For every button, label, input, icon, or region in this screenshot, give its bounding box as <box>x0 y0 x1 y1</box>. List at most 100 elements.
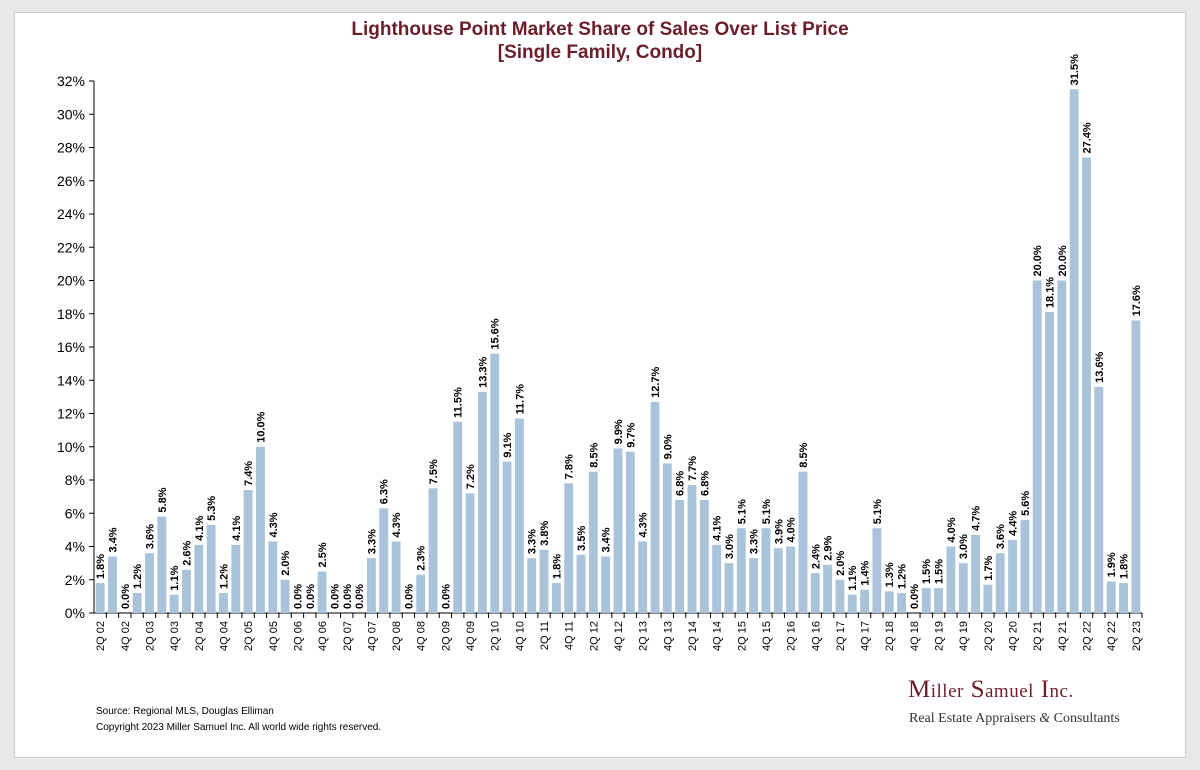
data-label: 1.8% <box>1119 554 1131 579</box>
bar <box>946 546 956 613</box>
bar <box>256 446 265 613</box>
bar <box>835 579 845 613</box>
data-label: 3.4% <box>107 527 119 552</box>
data-label: 0.0% <box>329 584 341 609</box>
data-label: 3.9% <box>773 519 785 544</box>
data-label: 7.8% <box>564 454 576 479</box>
x-tick-label: 2Q 10 <box>490 621 502 651</box>
bar <box>453 421 463 613</box>
y-tick-label: 30% <box>57 106 85 122</box>
y-tick-label: 14% <box>57 372 85 388</box>
bar <box>1082 157 1091 613</box>
data-label: 9.0% <box>662 434 674 459</box>
x-tick-label: 2Q 21 <box>1032 621 1044 651</box>
x-tick-label: 2Q 11 <box>539 621 551 650</box>
data-label: 0.0% <box>403 584 415 609</box>
data-label: 1.8% <box>551 554 563 579</box>
data-label: 5.8% <box>157 487 169 512</box>
logo-text-iller: iller <box>930 681 964 702</box>
bar <box>638 541 648 613</box>
data-label: 2.5% <box>317 542 329 567</box>
bar <box>921 588 931 613</box>
data-label: 1.1% <box>847 565 859 590</box>
data-label: 6.8% <box>699 471 711 496</box>
data-label: 4.4% <box>1008 511 1020 536</box>
bar <box>736 528 746 613</box>
data-label: 3.4% <box>601 527 613 552</box>
x-tick-label: 2Q 02 <box>95 621 107 651</box>
y-tick-label: 22% <box>57 239 85 255</box>
bar <box>477 391 487 613</box>
data-label: 9.7% <box>625 422 637 447</box>
data-label: 4.1% <box>194 516 206 541</box>
data-label: 6.8% <box>675 471 687 496</box>
bar <box>1131 320 1141 613</box>
data-label: 0.0% <box>292 584 304 609</box>
bar <box>243 489 253 613</box>
data-label: 17.6% <box>1131 285 1143 316</box>
bar <box>231 544 241 613</box>
data-label: 4.1% <box>231 516 243 541</box>
data-label: 1.2% <box>897 564 909 589</box>
data-label: 1.3% <box>884 562 896 587</box>
bar <box>145 553 154 613</box>
data-label: 2.6% <box>181 540 193 565</box>
x-tick-label: 2Q 22 <box>1082 621 1094 651</box>
y-tick-label: 16% <box>57 339 85 355</box>
data-label: 1.8% <box>95 554 107 579</box>
data-label: 1.7% <box>983 555 995 580</box>
bar <box>847 594 857 613</box>
bar <box>1045 312 1054 613</box>
bar <box>724 563 734 613</box>
chart-title-line1: Lighthouse Point Market Share of Sales O… <box>351 19 849 40</box>
data-label: 0.0% <box>342 584 354 609</box>
bar <box>860 589 870 613</box>
x-tick-label: 4Q 11 <box>564 621 576 650</box>
data-label: 5.1% <box>872 499 884 524</box>
bar <box>971 534 980 613</box>
x-tick-label: 4Q 17 <box>860 621 872 651</box>
bar <box>613 448 623 613</box>
data-label: 27.4% <box>1082 122 1094 153</box>
copyright-note: Copyright 2023 Miller Samuel Inc. All wo… <box>96 722 382 733</box>
bar <box>465 493 475 613</box>
x-tick-label: 4Q 07 <box>366 621 378 651</box>
data-label: 1.5% <box>934 559 946 584</box>
bar <box>823 564 833 613</box>
bar <box>786 546 796 613</box>
bar <box>1094 386 1104 613</box>
bar <box>1106 581 1116 613</box>
data-label: 3.6% <box>995 524 1007 549</box>
x-tick-label: 4Q 03 <box>169 621 181 651</box>
data-label: 0.0% <box>354 584 366 609</box>
bar <box>773 548 783 613</box>
bar <box>884 591 894 613</box>
data-label: 13.6% <box>1094 351 1106 382</box>
x-tick-label: 2Q 08 <box>391 621 403 651</box>
x-tick-label: 2Q 15 <box>736 621 748 651</box>
chart-title: Lighthouse Point Market Share of Sales O… <box>0 18 1200 64</box>
data-label: 4.3% <box>391 512 403 537</box>
data-label: 1.5% <box>921 559 933 584</box>
x-tick-label: 4Q 19 <box>958 621 970 651</box>
data-label: 4.1% <box>712 516 724 541</box>
bar <box>1069 89 1079 613</box>
x-tick-label: 4Q 18 <box>909 621 921 651</box>
data-label: 0.0% <box>909 584 921 609</box>
bar <box>687 484 697 613</box>
x-tick-label: 2Q 23 <box>1131 621 1143 651</box>
bar <box>539 549 549 613</box>
data-label: 4.7% <box>971 506 983 531</box>
data-label: 8.5% <box>588 442 600 467</box>
x-tick-label: 2Q 16 <box>786 621 798 651</box>
data-label: 3.6% <box>144 524 156 549</box>
bar <box>1119 583 1128 613</box>
x-tick-label: 4Q 15 <box>761 621 773 651</box>
bar <box>810 573 820 613</box>
bar <box>712 544 722 613</box>
y-tick-label: 24% <box>57 206 85 222</box>
data-label: 20.0% <box>1032 245 1044 276</box>
data-label: 2.0% <box>835 550 847 575</box>
data-label: 13.3% <box>477 356 489 387</box>
x-tick-label: 4Q 06 <box>317 621 329 651</box>
